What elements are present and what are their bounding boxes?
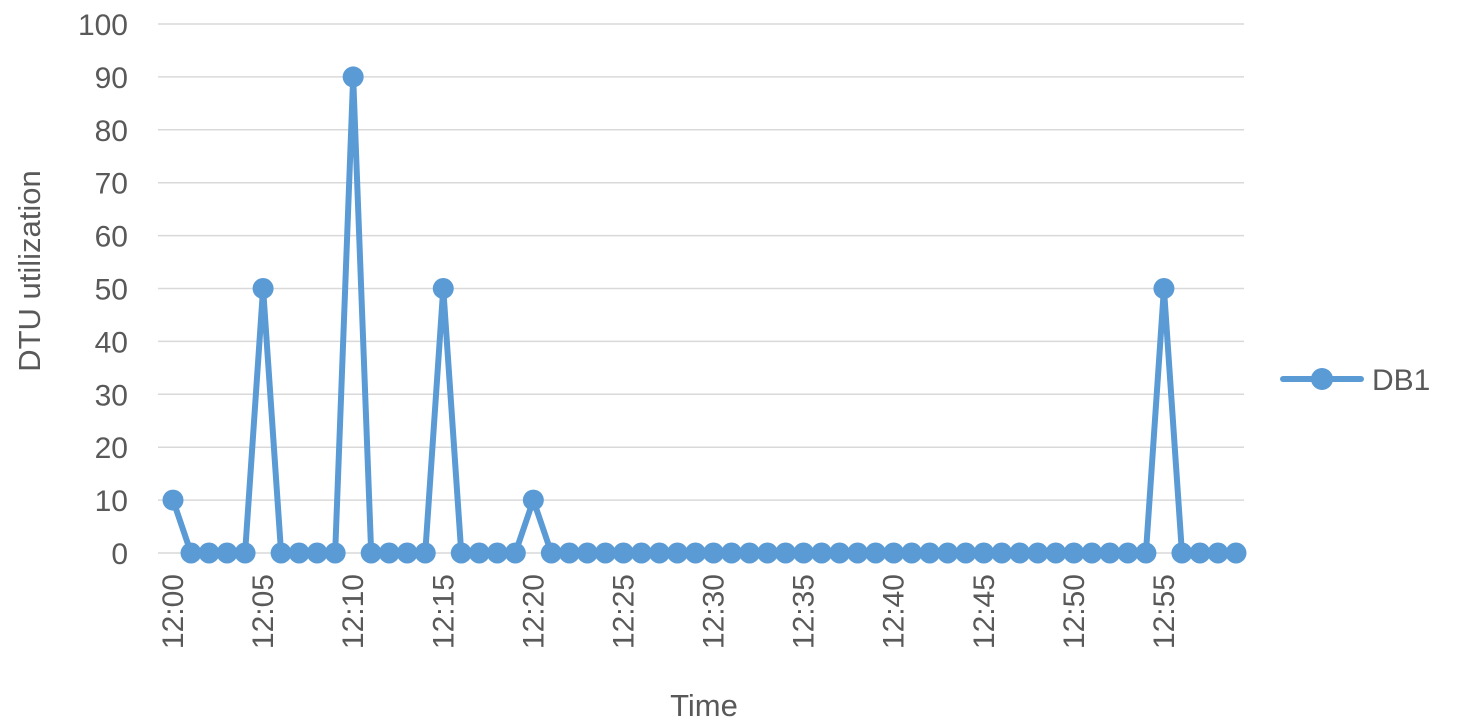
y-tick-label: 20 (95, 432, 128, 465)
y-tick-label: 50 (95, 274, 128, 307)
data-point (1027, 542, 1049, 564)
x-tick-label: 12:40 (878, 574, 911, 649)
data-point (540, 542, 562, 564)
data-point (396, 542, 418, 564)
data-point (234, 542, 256, 564)
data-point (1171, 542, 1193, 564)
data-point (162, 489, 184, 511)
series-line-db1 (170, 73, 1239, 556)
data-point (955, 542, 977, 564)
legend-marker (1311, 368, 1333, 390)
data-point (378, 542, 400, 564)
data-point (811, 542, 833, 564)
data-point (576, 542, 598, 564)
legend: DB1 (1280, 364, 1430, 397)
y-tick-label: 0 (111, 538, 128, 571)
data-point (991, 542, 1013, 564)
data-point (432, 278, 454, 299)
y-tick-label: 30 (95, 379, 128, 412)
y-tick-label: 60 (95, 221, 128, 254)
data-point (342, 66, 364, 88)
data-point (829, 542, 851, 564)
y-axis-title: DTU utilization (12, 170, 47, 372)
data-point (324, 542, 346, 564)
data-point (486, 542, 508, 564)
data-point (1045, 542, 1067, 564)
data-point (703, 542, 725, 564)
data-point (270, 542, 292, 564)
data-point (1009, 542, 1031, 564)
x-tick-label: 12:00 (157, 574, 190, 649)
x-axis-title: Time (670, 688, 738, 722)
data-point (450, 542, 472, 564)
data-point (1063, 542, 1085, 564)
x-tick-label: 12:05 (247, 574, 280, 649)
x-tick-label: 12:10 (337, 574, 370, 649)
data-point (360, 542, 382, 564)
data-point (973, 542, 995, 564)
data-point (666, 542, 688, 564)
x-tick-label: 12:15 (427, 574, 460, 649)
data-point (216, 542, 238, 564)
data-point (1153, 278, 1175, 299)
series-layer (162, 66, 1247, 564)
data-point (1189, 542, 1211, 564)
data-point (1135, 542, 1157, 564)
data-point (865, 542, 887, 564)
data-point (1117, 542, 1139, 564)
y-axis-ticks: 0 10 20 30 40 50 60 70 80 90 100 (78, 9, 128, 571)
data-point (883, 542, 905, 564)
data-point (522, 489, 544, 511)
x-axis-ticks: 12:00 12:05 12:10 12:15 12:20 12:25 12:30 12:35… (157, 574, 1181, 649)
x-tick-label: 12:50 (1058, 574, 1091, 649)
data-point (1225, 542, 1247, 564)
data-point (630, 542, 652, 564)
data-point (306, 542, 328, 564)
x-tick-label: 12:35 (788, 574, 821, 649)
data-point (847, 542, 869, 564)
data-point (793, 542, 815, 564)
x-tick-label: 12:20 (517, 574, 550, 649)
data-point (721, 542, 743, 564)
data-point (739, 542, 761, 564)
data-point (919, 542, 941, 564)
y-tick-label: 90 (95, 62, 128, 95)
data-point (937, 542, 959, 564)
data-point (414, 542, 436, 564)
data-point (180, 542, 202, 564)
data-point (648, 542, 670, 564)
y-tick-label: 70 (95, 168, 128, 201)
gridlines (158, 23, 1244, 554)
data-point (612, 542, 634, 564)
y-tick-label: 80 (95, 115, 128, 148)
data-point (1081, 542, 1103, 564)
data-point (1207, 542, 1229, 564)
data-point (901, 542, 923, 564)
data-point (198, 542, 220, 564)
data-point (468, 542, 490, 564)
x-tick-label: 12:25 (607, 574, 640, 649)
data-point (558, 542, 580, 564)
x-tick-label: 12:30 (698, 574, 731, 649)
data-point (288, 542, 310, 564)
y-tick-label: 100 (78, 9, 128, 42)
legend-label-db1: DB1 (1372, 364, 1430, 397)
x-tick-label: 12:45 (968, 574, 1001, 649)
y-tick-label: 40 (95, 326, 128, 359)
data-point (252, 278, 274, 299)
data-point (775, 542, 797, 564)
data-point (757, 542, 779, 564)
data-point (1099, 542, 1121, 564)
y-tick-label: 10 (95, 485, 128, 518)
x-tick-label: 12:55 (1148, 574, 1181, 649)
data-point (684, 542, 706, 564)
data-point (504, 542, 526, 564)
data-point (594, 542, 616, 564)
